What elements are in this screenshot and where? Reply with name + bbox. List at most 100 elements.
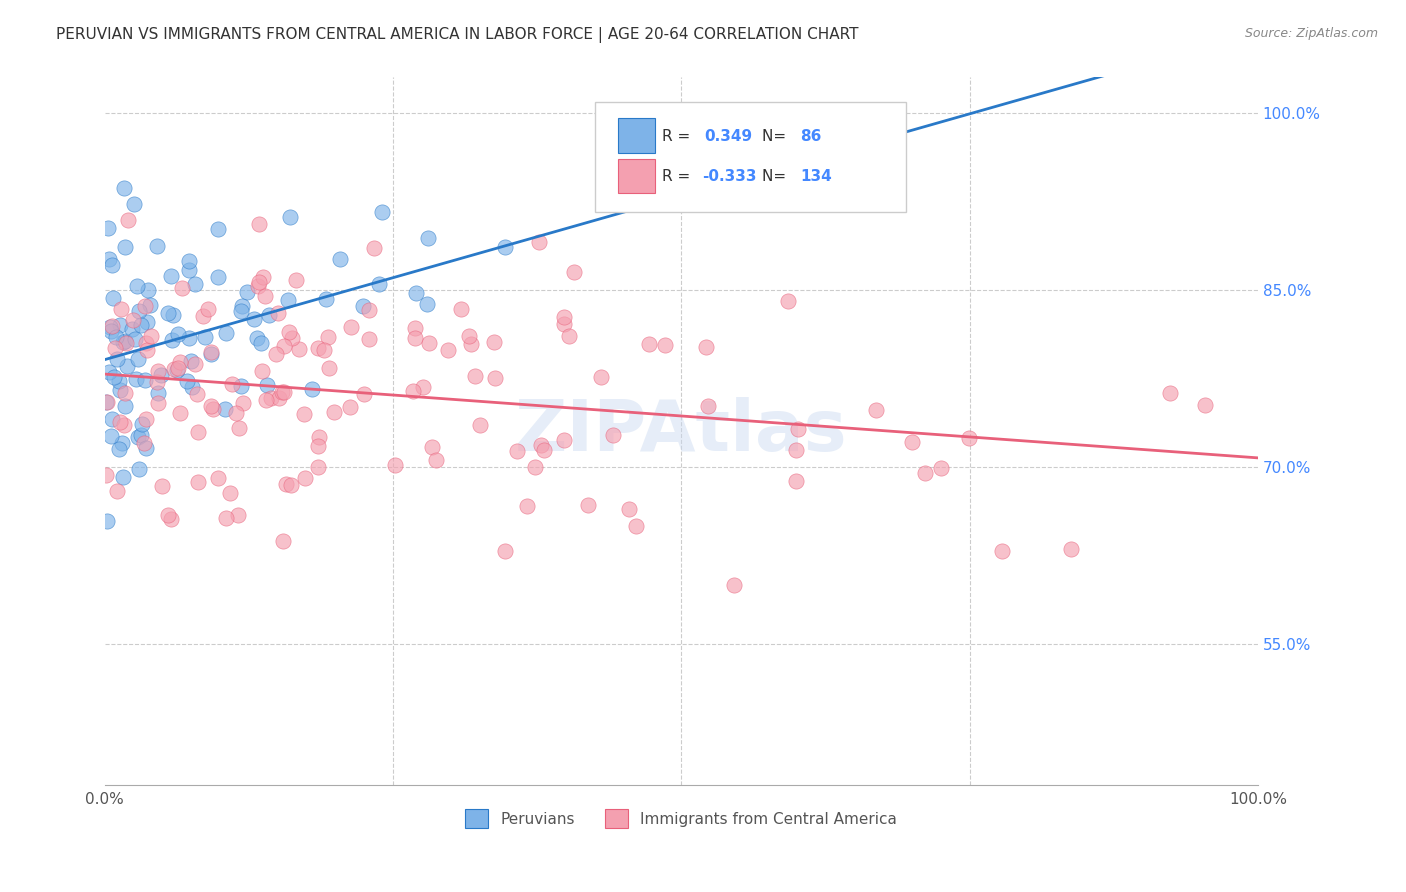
Point xyxy=(785,475,807,489)
Point xyxy=(169,355,191,369)
Point xyxy=(247,275,270,289)
Point xyxy=(339,400,361,414)
Point xyxy=(136,343,159,358)
Point xyxy=(416,297,439,311)
Point xyxy=(127,352,149,367)
Point xyxy=(187,425,209,439)
Point xyxy=(624,519,647,533)
Point xyxy=(533,443,555,458)
Text: N=: N= xyxy=(762,128,792,144)
Point xyxy=(278,210,301,224)
Point xyxy=(162,308,184,322)
Point xyxy=(527,235,550,250)
Point xyxy=(457,329,479,343)
Point xyxy=(450,302,472,317)
Point xyxy=(359,302,381,317)
Point xyxy=(180,353,202,368)
Text: R =: R = xyxy=(662,169,695,184)
Point xyxy=(322,405,344,419)
Text: 134: 134 xyxy=(800,169,832,184)
Point xyxy=(96,514,118,528)
Point xyxy=(135,441,157,455)
Point xyxy=(117,212,139,227)
Point xyxy=(139,329,162,343)
Point xyxy=(170,280,193,294)
Point xyxy=(225,406,247,420)
Point xyxy=(315,292,337,306)
Point xyxy=(181,380,204,394)
Point xyxy=(371,205,394,219)
Point xyxy=(200,347,222,361)
Point xyxy=(553,317,575,331)
Point xyxy=(125,372,148,386)
Point xyxy=(602,427,624,442)
Point xyxy=(273,385,295,400)
Point xyxy=(129,318,152,332)
Point xyxy=(231,378,253,392)
Point xyxy=(135,412,157,426)
Point xyxy=(121,313,143,327)
Point xyxy=(318,360,340,375)
Text: 0.349: 0.349 xyxy=(704,128,752,144)
Point xyxy=(232,396,254,410)
Point xyxy=(110,415,132,429)
Point xyxy=(98,319,121,334)
Point xyxy=(308,430,330,444)
FancyBboxPatch shape xyxy=(595,103,905,212)
Point xyxy=(957,431,980,445)
Point xyxy=(695,340,717,354)
Point xyxy=(114,400,136,414)
Point xyxy=(484,334,506,349)
Point xyxy=(470,417,492,432)
Point xyxy=(654,338,676,352)
Point xyxy=(105,330,128,344)
Point xyxy=(464,369,486,384)
Point xyxy=(114,385,136,400)
Point xyxy=(110,383,132,397)
Point xyxy=(136,284,159,298)
Point xyxy=(418,336,440,351)
Point xyxy=(260,391,283,405)
Point xyxy=(353,299,375,313)
Point xyxy=(177,254,200,268)
Point xyxy=(97,221,120,235)
Point xyxy=(253,288,276,302)
Point xyxy=(697,399,720,413)
Point xyxy=(294,407,316,421)
Point xyxy=(256,378,278,392)
Point xyxy=(110,318,132,332)
Point xyxy=(94,394,117,409)
Point xyxy=(162,334,184,348)
Point xyxy=(149,368,172,383)
Point xyxy=(494,240,516,254)
Point xyxy=(280,478,302,492)
Legend: Peruvians, Immigrants from Central America: Peruvians, Immigrants from Central Ameri… xyxy=(458,803,904,834)
Point xyxy=(207,221,229,235)
Text: PERUVIAN VS IMMIGRANTS FROM CENTRAL AMERICA IN LABOR FORCE | AGE 20-64 CORRELATI: PERUVIAN VS IMMIGRANTS FROM CENTRAL AMER… xyxy=(56,27,859,43)
Point xyxy=(103,291,125,305)
Point xyxy=(589,370,612,384)
Point xyxy=(166,326,188,341)
Point xyxy=(166,363,188,377)
Point xyxy=(294,471,316,485)
Point xyxy=(219,486,242,500)
Point xyxy=(156,306,179,320)
Point xyxy=(96,395,118,409)
Point xyxy=(184,357,207,371)
Point xyxy=(243,312,266,326)
Point xyxy=(101,319,124,334)
Point xyxy=(100,258,122,272)
Point xyxy=(101,411,124,425)
Point xyxy=(214,401,236,416)
Point xyxy=(484,371,506,385)
Point xyxy=(146,238,169,252)
Point xyxy=(312,343,335,357)
Point xyxy=(384,458,406,472)
Point xyxy=(179,331,201,345)
Point xyxy=(127,430,149,444)
Point xyxy=(197,301,219,316)
Point xyxy=(112,469,135,483)
Point xyxy=(267,392,290,406)
Point xyxy=(553,310,575,324)
Point xyxy=(105,484,128,499)
